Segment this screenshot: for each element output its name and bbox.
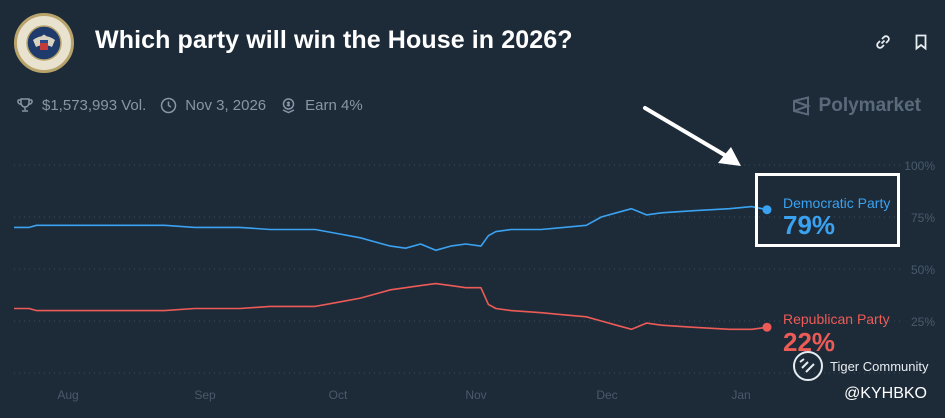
tiger-logo-icon <box>793 351 823 381</box>
republican-label: Republican Party <box>783 311 890 327</box>
y-tick-label: 50% <box>911 263 935 277</box>
annotation-arrow-head <box>718 147 741 166</box>
end-date-text: Nov 3, 2026 <box>185 96 267 114</box>
tiger-community-watermark: Tiger Community <box>792 350 928 382</box>
link-icon[interactable] <box>874 33 892 51</box>
polymarket-brand: Polymarket <box>791 95 921 117</box>
author-handle: @KYHBKO <box>844 385 927 402</box>
y-tick-label: 25% <box>911 315 935 329</box>
y-tick-label: 100% <box>904 159 935 173</box>
republican-end-point <box>762 322 772 332</box>
bookmark-icon[interactable] <box>912 33 930 51</box>
democratic-label: Democratic Party <box>783 195 891 211</box>
earn-text[interactable]: Earn 4% <box>305 96 363 114</box>
republican-series-line <box>14 282 768 331</box>
house-seal-logo <box>14 13 74 73</box>
x-tick-label: Nov <box>465 388 486 402</box>
volume-text: $1,573,993 Vol. <box>42 96 147 114</box>
earn-icon <box>282 97 295 113</box>
polymarket-logo-icon <box>792 96 811 116</box>
highlight-box <box>755 173 900 247</box>
x-tick-label: Oct <box>329 388 348 402</box>
y-tick-label: 75% <box>911 211 935 225</box>
brand-name: Polymarket <box>818 95 921 116</box>
clock-icon <box>161 97 177 113</box>
page-title: Which party will win the House in 2026? <box>95 26 573 54</box>
democratic-end-point <box>762 205 772 215</box>
democratic-series-line <box>14 205 768 252</box>
democratic-percent: 79% <box>783 210 836 240</box>
x-tick-label: Sep <box>194 388 216 402</box>
annotation-arrow-shaft <box>643 106 730 159</box>
trophy-icon <box>17 98 33 112</box>
watermark-text: Tiger Community <box>830 358 929 374</box>
x-tick-label: Jan <box>731 388 750 402</box>
x-tick-label: Dec <box>596 388 617 402</box>
x-tick-label: Aug <box>57 388 78 402</box>
